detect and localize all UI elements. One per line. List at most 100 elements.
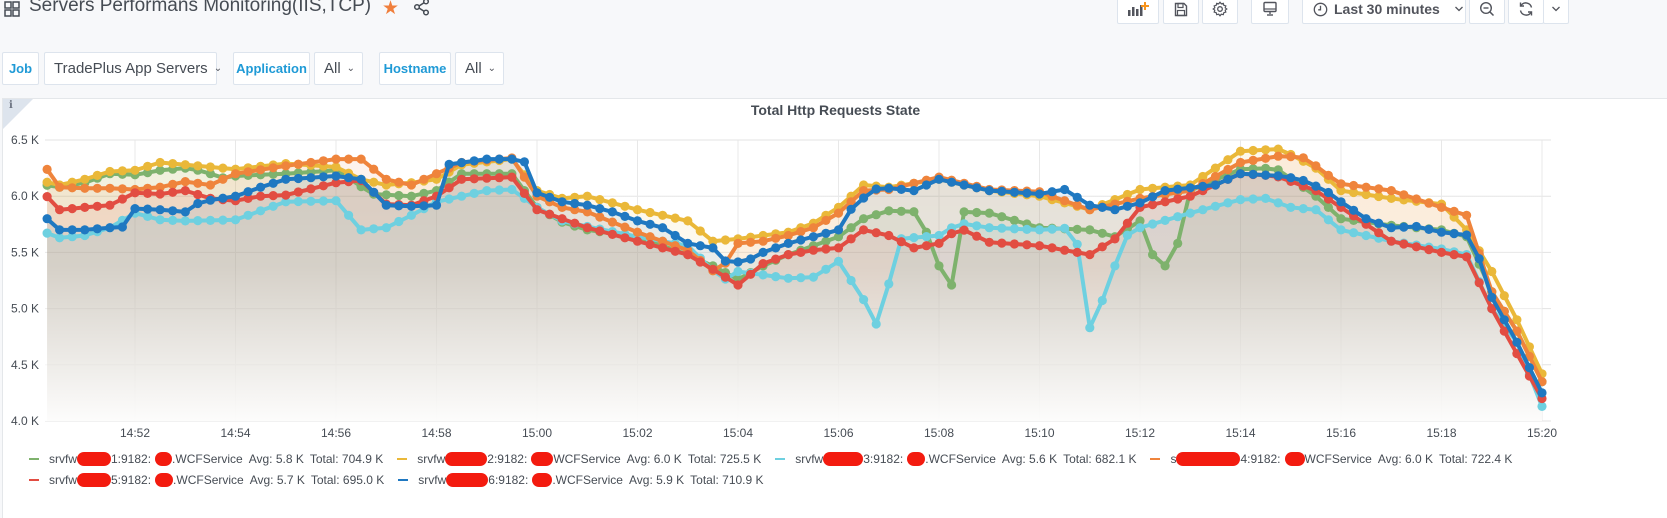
- data-point[interactable]: [1198, 181, 1208, 191]
- data-point[interactable]: [1210, 163, 1220, 173]
- data-point[interactable]: [1047, 243, 1057, 253]
- data-point[interactable]: [884, 183, 894, 193]
- data-point[interactable]: [1135, 216, 1145, 226]
- data-point[interactable]: [1286, 152, 1296, 162]
- data-point[interactable]: [833, 243, 844, 253]
- data-point[interactable]: [117, 222, 127, 232]
- data-point[interactable]: [1399, 190, 1409, 200]
- data-point[interactable]: [1034, 225, 1045, 235]
- data-point[interactable]: [871, 319, 881, 329]
- data-point[interactable]: [1248, 169, 1258, 179]
- data-point[interactable]: [369, 164, 379, 174]
- data-point[interactable]: [1210, 201, 1220, 211]
- data-point[interactable]: [92, 183, 102, 193]
- data-point[interactable]: [180, 216, 190, 226]
- data-point[interactable]: [733, 238, 743, 248]
- data-point[interactable]: [846, 204, 856, 214]
- data-point[interactable]: [1009, 224, 1020, 234]
- data-point[interactable]: [394, 190, 404, 201]
- data-point[interactable]: [1323, 187, 1333, 198]
- data-point[interactable]: [519, 157, 530, 167]
- data-point[interactable]: [193, 216, 203, 226]
- data-point[interactable]: [746, 269, 756, 279]
- data-point[interactable]: [105, 223, 115, 233]
- data-point[interactable]: [746, 254, 756, 264]
- data-point[interactable]: [1411, 221, 1421, 232]
- data-point[interactable]: [1336, 186, 1346, 196]
- data-point[interactable]: [595, 226, 605, 236]
- data-point[interactable]: [1148, 250, 1158, 260]
- data-point[interactable]: [230, 169, 241, 179]
- data-point[interactable]: [972, 207, 982, 218]
- data-point[interactable]: [582, 207, 592, 217]
- data-point[interactable]: [934, 238, 944, 248]
- data-point[interactable]: [570, 218, 580, 228]
- data-point[interactable]: [758, 270, 768, 280]
- data-point[interactable]: [1148, 200, 1158, 210]
- data-point[interactable]: [1436, 247, 1447, 257]
- data-point[interactable]: [444, 183, 454, 193]
- data-point[interactable]: [859, 193, 869, 203]
- data-point[interactable]: [871, 228, 881, 238]
- data-point[interactable]: [117, 194, 127, 204]
- data-point[interactable]: [469, 156, 479, 166]
- data-point[interactable]: [42, 177, 52, 187]
- data-point[interactable]: [331, 196, 341, 206]
- data-point[interactable]: [1462, 210, 1472, 220]
- data-point[interactable]: [1424, 198, 1434, 208]
- legend-item[interactable]: srvfws4:9182:WCFService Avg: 6.0 K Total…: [1150, 451, 1512, 467]
- data-point[interactable]: [984, 223, 994, 233]
- data-point[interactable]: [783, 238, 793, 248]
- data-point[interactable]: [1361, 230, 1371, 241]
- data-point[interactable]: [783, 250, 793, 260]
- data-point[interactable]: [733, 280, 743, 290]
- data-point[interactable]: [1336, 179, 1346, 189]
- data-point[interactable]: [695, 241, 705, 251]
- data-point[interactable]: [507, 172, 517, 182]
- data-point[interactable]: [394, 201, 404, 211]
- data-point[interactable]: [1361, 214, 1371, 224]
- data-point[interactable]: [884, 279, 894, 289]
- data-point[interactable]: [1374, 191, 1384, 202]
- data-point[interactable]: [658, 243, 668, 253]
- data-point[interactable]: [1110, 234, 1120, 244]
- data-point[interactable]: [92, 170, 102, 180]
- data-point[interactable]: [708, 264, 718, 274]
- data-point[interactable]: [947, 177, 957, 187]
- data-point[interactable]: [532, 205, 542, 215]
- data-point[interactable]: [984, 186, 994, 196]
- data-point[interactable]: [193, 178, 203, 188]
- data-point[interactable]: [796, 273, 806, 283]
- data-point[interactable]: [1311, 181, 1321, 191]
- data-point[interactable]: [833, 232, 844, 242]
- data-point[interactable]: [1336, 214, 1346, 224]
- data-point[interactable]: [256, 182, 266, 192]
- data-point[interactable]: [293, 159, 303, 169]
- data-point[interactable]: [1349, 228, 1359, 238]
- data-point[interactable]: [1323, 194, 1333, 204]
- data-point[interactable]: [1173, 238, 1183, 248]
- data-point[interactable]: [1160, 186, 1170, 196]
- data-point[interactable]: [230, 215, 241, 225]
- data-point[interactable]: [896, 184, 906, 194]
- data-point[interactable]: [1261, 145, 1271, 155]
- data-point[interactable]: [1411, 242, 1421, 252]
- data-point[interactable]: [344, 210, 354, 220]
- data-point[interactable]: [997, 238, 1007, 248]
- data-point[interactable]: [143, 211, 153, 221]
- data-point[interactable]: [306, 184, 316, 194]
- data-point[interactable]: [821, 264, 831, 274]
- data-point[interactable]: [1374, 218, 1384, 228]
- data-point[interactable]: [821, 228, 831, 238]
- data-point[interactable]: [1374, 184, 1384, 194]
- data-point[interactable]: [959, 207, 969, 217]
- data-point[interactable]: [758, 259, 768, 269]
- data-point[interactable]: [1022, 224, 1032, 234]
- data-point[interactable]: [356, 225, 366, 235]
- data-point[interactable]: [1537, 401, 1547, 411]
- data-point[interactable]: [1009, 239, 1020, 249]
- data-point[interactable]: [419, 201, 429, 211]
- data-point[interactable]: [243, 187, 253, 197]
- data-point[interactable]: [444, 194, 454, 204]
- data-point[interactable]: [683, 250, 693, 260]
